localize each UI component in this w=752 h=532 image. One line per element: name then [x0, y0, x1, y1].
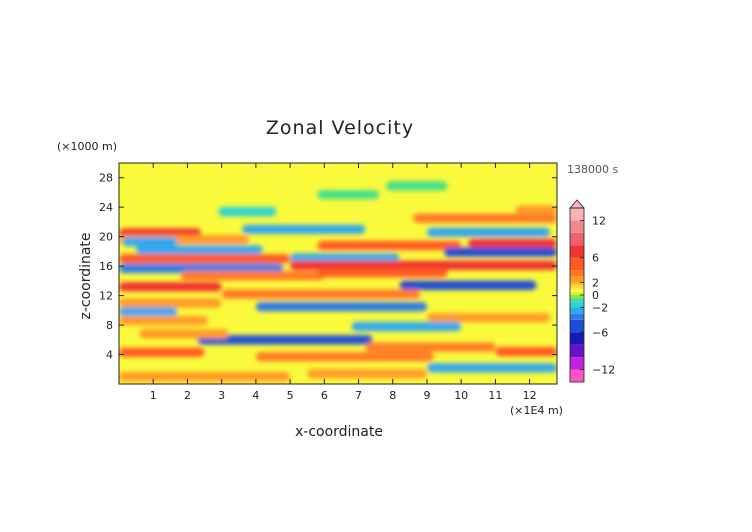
y-tick-label: 12 — [99, 290, 113, 303]
velocity-band — [119, 298, 222, 308]
velocity-band — [136, 245, 263, 255]
x-tick-label: 1 — [150, 389, 157, 402]
velocity-band — [317, 240, 462, 251]
colorbar-swatch — [570, 319, 584, 333]
colorbar-swatch — [570, 276, 584, 283]
colorbar-swatch — [570, 245, 584, 258]
velocity-band — [197, 335, 373, 345]
velocity-band — [495, 346, 557, 357]
velocity-band — [385, 181, 448, 191]
plot-frame — [118, 162, 558, 385]
velocity-band — [122, 237, 178, 247]
time-label: 138000 s — [567, 163, 618, 176]
colorbar-swatch — [570, 369, 584, 382]
colorbar-swatch — [570, 282, 584, 286]
velocity-band — [119, 282, 222, 292]
velocity-band — [426, 313, 551, 323]
velocity-band — [119, 372, 291, 382]
velocity-band — [426, 363, 557, 373]
velocity-band — [468, 238, 557, 248]
x-tick-label: 6 — [321, 389, 328, 402]
velocity-band — [221, 289, 421, 299]
x-tick-label: 9 — [423, 389, 430, 402]
field-bands — [119, 181, 557, 382]
colorbar-swatch — [570, 232, 584, 246]
x-tick-label: 8 — [389, 389, 396, 402]
colorbar-label: 6 — [592, 252, 599, 265]
colorbar-swatch — [570, 301, 584, 308]
x-tick-label: 10 — [454, 389, 468, 402]
x-tick-label: 5 — [287, 389, 294, 402]
x-tick-label: 3 — [218, 389, 225, 402]
y-axis: 4 8 12 16 20 24 28 — [99, 172, 557, 362]
velocity-band — [218, 207, 277, 217]
velocity-band — [255, 352, 434, 362]
velocity-band — [515, 205, 557, 215]
velocity-band — [119, 307, 178, 317]
velocity-band — [426, 227, 551, 237]
colorbar-label: 2 — [592, 277, 599, 290]
colorbar-swatch — [570, 208, 584, 221]
velocity-band — [119, 263, 284, 273]
x-tick-label: 12 — [523, 389, 537, 402]
x-tick-label: 11 — [488, 389, 502, 402]
y-tick-label: 4 — [106, 349, 113, 362]
velocity-band — [180, 271, 325, 281]
x-tick-label: 2 — [184, 389, 191, 402]
colorbar-swatch — [570, 257, 584, 271]
colorbar-swatch — [570, 288, 584, 292]
velocity-band — [255, 302, 427, 312]
y-axis-label: z-coordinate — [78, 232, 94, 319]
colorbar-overflow-arrow — [569, 199, 585, 209]
colorbar-label: 0 — [592, 289, 599, 302]
colorbar-label: −6 — [592, 326, 608, 339]
velocity-band — [317, 268, 448, 278]
y-tick-label: 16 — [99, 260, 113, 273]
velocity-band — [139, 329, 229, 339]
x-unit-label: (×1E4 m) — [510, 404, 563, 417]
x-axis-label: x-coordinate — [295, 424, 383, 440]
colorbar-swatch — [570, 270, 584, 277]
velocity-band — [317, 190, 380, 200]
colorbar: 12 6 20−2 −6 −12 — [569, 199, 615, 383]
colorbar-swatch — [570, 332, 584, 345]
velocity-band — [242, 224, 366, 234]
velocity-band — [290, 253, 400, 263]
velocity-band — [119, 347, 205, 357]
velocity-band — [413, 213, 557, 223]
velocity-band — [399, 280, 537, 290]
velocity-band — [119, 316, 208, 326]
colorbar-swatch — [570, 298, 584, 302]
y-tick-label: 24 — [99, 201, 113, 214]
y-tick-label: 20 — [99, 231, 113, 244]
colorbar-label: −12 — [592, 364, 615, 377]
colorbar-swatch — [570, 313, 584, 320]
x-tick-label: 4 — [252, 389, 259, 402]
colorbar-swatch — [570, 220, 584, 233]
x-tick-label: 7 — [355, 389, 362, 402]
velocity-band — [307, 369, 427, 379]
velocity-band — [365, 342, 496, 352]
y-tick-label: 28 — [99, 172, 113, 185]
colorbar-swatch — [570, 295, 584, 299]
chart-title: Zonal Velocity — [266, 117, 414, 139]
colorbar-swatch — [570, 357, 584, 370]
colorbar-label: 12 — [592, 214, 606, 227]
velocity-band — [119, 254, 291, 264]
y-tick-label: 8 — [106, 319, 113, 332]
colorbar-label: −2 — [592, 301, 608, 314]
colorbar-swatch — [570, 285, 584, 289]
y-unit-label: (×1000 m) — [57, 140, 117, 153]
colorbar-swatch — [570, 344, 584, 358]
colorbar-swatch — [570, 291, 584, 295]
colorbar-swatch — [570, 307, 584, 314]
velocity-band — [444, 247, 557, 257]
x-axis: 1 2 3 4 5 6 7 8 9 10 11 12 — [150, 163, 537, 402]
plot-area — [119, 163, 557, 384]
velocity-band — [290, 260, 557, 271]
velocity-band — [351, 321, 462, 332]
